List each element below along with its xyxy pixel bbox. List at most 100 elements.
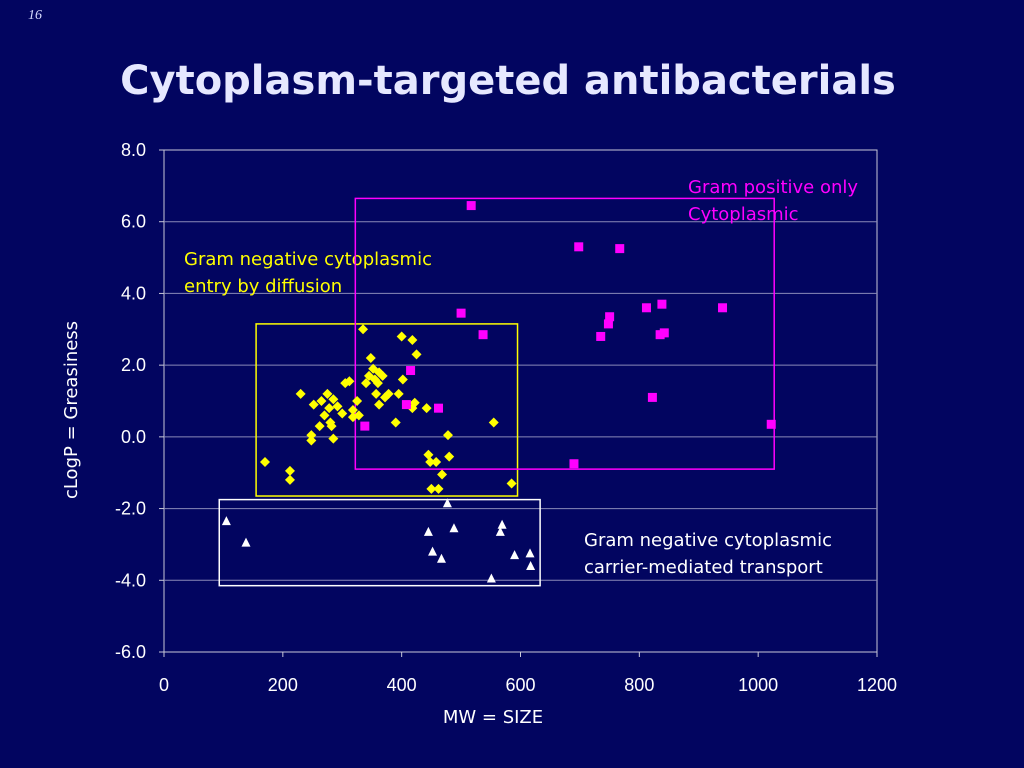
- square-point: [647, 392, 657, 402]
- diamond-point: [347, 404, 358, 415]
- triangle-point: [510, 550, 520, 560]
- triangle-point: [442, 498, 452, 508]
- diamond-point: [426, 483, 437, 494]
- diamond-point: [314, 421, 325, 432]
- y-tick-label: 2.0: [121, 355, 146, 375]
- region-boxes: Gram negative cytoplasmic entry by diffus…: [184, 177, 858, 587]
- y-tick-label: -2.0: [115, 499, 146, 519]
- square-point: [605, 312, 615, 322]
- region-box: [255, 323, 519, 497]
- data-points: [221, 201, 776, 583]
- diamond-point: [506, 478, 517, 489]
- diamond-point: [260, 456, 271, 467]
- diamond-point: [306, 435, 317, 446]
- square-point: [456, 308, 466, 318]
- diamond-point: [374, 399, 385, 410]
- diamond-point: [361, 378, 372, 389]
- diamond-point: [409, 397, 420, 408]
- diamond-point: [437, 469, 448, 480]
- square-point: [406, 366, 416, 376]
- diamond-point: [431, 456, 442, 467]
- diamond-point: [371, 388, 382, 399]
- diamond-point: [358, 324, 369, 335]
- square-point: [360, 421, 370, 431]
- triangle-point: [495, 526, 505, 536]
- square-point: [466, 201, 476, 211]
- triangle-point: [221, 516, 231, 526]
- triangle-point: [486, 573, 496, 583]
- triangle-point: [428, 546, 438, 556]
- triangle-point: [423, 526, 433, 536]
- diamond-point: [328, 433, 339, 444]
- square-point: [641, 303, 651, 313]
- region-label: Gram positive only: [688, 177, 858, 198]
- diamond-point: [396, 331, 407, 342]
- y-tick-label: 6.0: [121, 212, 146, 232]
- diamond-point: [390, 417, 401, 428]
- diamond-point: [284, 474, 295, 485]
- square-point: [718, 303, 728, 313]
- x-tick-label: 1200: [857, 675, 897, 695]
- region-label: entry by diffusion: [184, 276, 342, 297]
- region-label: Cytoplasmic: [688, 204, 799, 225]
- region-label: Gram negative cytoplasmic: [584, 530, 832, 551]
- triangle-point: [526, 560, 536, 570]
- diamond-point: [332, 401, 343, 412]
- diamond-point: [423, 449, 434, 460]
- y-tick-label: 0.0: [121, 427, 146, 447]
- triangle-point: [497, 519, 507, 529]
- diamond-point: [383, 388, 394, 399]
- diamond-point: [397, 374, 408, 385]
- diamond-point: [421, 403, 432, 414]
- square-point: [478, 330, 488, 340]
- y-tick-label: 8.0: [121, 140, 146, 160]
- diamond-point: [337, 408, 348, 419]
- slide-number: 16: [28, 8, 42, 23]
- region-label: carrier-mediated transport: [584, 557, 823, 578]
- y-tick-label: -6.0: [115, 642, 146, 662]
- square-point: [434, 403, 444, 413]
- x-tick-label: 400: [387, 675, 417, 695]
- diamond-point: [365, 352, 376, 363]
- diamond-point: [284, 465, 295, 476]
- diamond-point: [326, 421, 337, 432]
- x-tick-label: 0: [159, 675, 169, 695]
- y-tick-label: 4.0: [121, 283, 146, 303]
- region-label: Gram negative cytoplasmic: [184, 249, 432, 270]
- diamond-point: [352, 396, 363, 406]
- square-point: [574, 242, 584, 252]
- diamond-point: [319, 410, 330, 421]
- square-point: [401, 400, 411, 410]
- diamond-point: [328, 394, 339, 405]
- diamond-point: [324, 403, 335, 414]
- diamond-point: [295, 388, 306, 399]
- square-point: [659, 328, 669, 338]
- diamond-point: [433, 483, 444, 494]
- diamond-point: [425, 456, 436, 467]
- diamond-point: [407, 335, 418, 346]
- diamond-point: [372, 378, 383, 389]
- triangle-point: [436, 553, 446, 563]
- x-tick-label: 1000: [738, 675, 778, 695]
- y-axis-label: cLogP = Greasiness: [61, 321, 82, 499]
- diamond-point: [444, 451, 455, 462]
- square-point: [569, 459, 579, 469]
- x-tick-label: 800: [624, 675, 654, 695]
- square-point: [596, 331, 606, 341]
- y-tick-label: -4.0: [115, 570, 146, 590]
- diamond-point: [393, 388, 404, 399]
- diamond-point: [308, 399, 319, 410]
- triangle-point: [449, 523, 459, 533]
- axis-ticks: 8.0 6.0 4.0 2.0 0.0 -2.0 -4.0 -6.0 0 200 400 600 800…: [115, 140, 897, 695]
- region-box: [354, 197, 775, 470]
- x-tick-label: 200: [268, 675, 298, 695]
- diamond-point: [322, 388, 333, 399]
- x-tick-label: 600: [505, 675, 535, 695]
- diamond-point: [344, 376, 355, 387]
- x-axis-label: MW = SIZE: [443, 707, 543, 728]
- diamond-point: [353, 410, 364, 421]
- triangle-point: [241, 537, 251, 547]
- gridlines: [164, 221, 877, 581]
- diamond-point: [443, 430, 454, 441]
